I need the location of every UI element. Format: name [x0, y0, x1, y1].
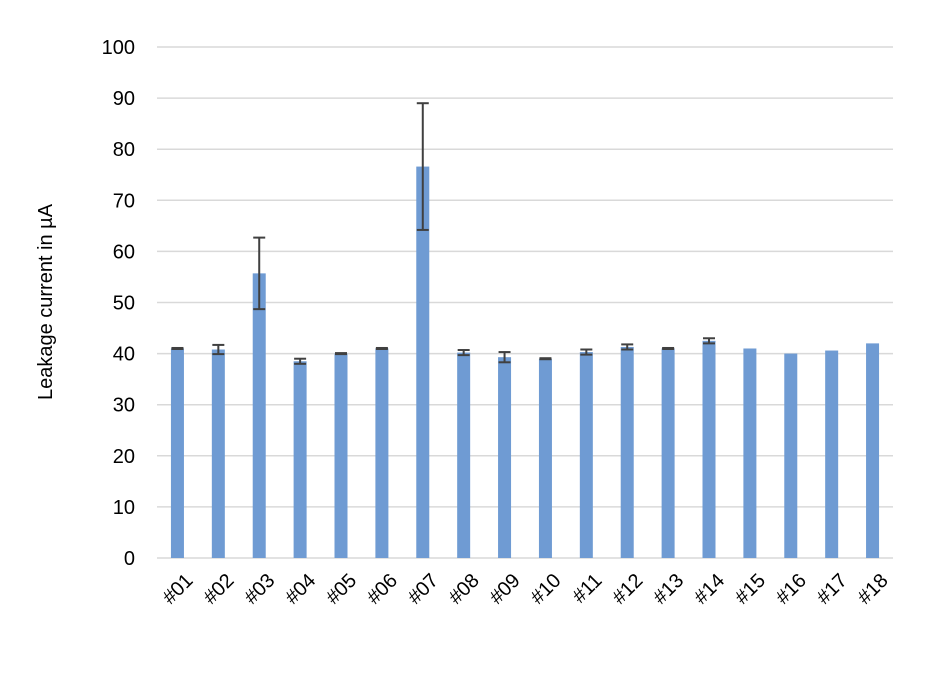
y-tick-label: 90 — [113, 88, 135, 110]
x-tick-label: #09 — [486, 570, 525, 609]
bar — [743, 348, 757, 558]
bar — [661, 348, 675, 558]
error-bar — [662, 346, 675, 351]
bar — [702, 340, 716, 558]
y-tick-label: 60 — [113, 241, 135, 263]
bar — [375, 348, 389, 558]
error-bar — [457, 349, 470, 357]
error-bar — [703, 337, 715, 345]
x-tick-label: #17 — [813, 570, 852, 609]
bar — [498, 357, 512, 558]
bar — [293, 361, 307, 558]
error-bar — [294, 357, 307, 365]
x-tick-label: #12 — [608, 570, 647, 609]
y-tick-label: 50 — [113, 293, 135, 315]
x-tick-label: #11 — [568, 570, 606, 608]
y-tick-label: 30 — [113, 395, 135, 417]
bar — [579, 352, 593, 558]
error-bar — [171, 346, 184, 351]
bar — [416, 166, 430, 558]
bar — [866, 343, 880, 558]
y-tick-label: 40 — [113, 344, 135, 366]
x-tick-label: #10 — [526, 570, 565, 609]
y-tick-label: 0 — [124, 548, 135, 570]
bar — [825, 350, 839, 558]
x-tick-label: #07 — [404, 570, 443, 609]
y-tick-label: 10 — [113, 497, 135, 519]
x-tick-label: #08 — [445, 570, 484, 609]
y-tick-label: 80 — [113, 139, 135, 161]
bar — [784, 353, 798, 558]
bar — [170, 348, 184, 558]
x-tick-label: #02 — [199, 570, 238, 609]
x-tick-label: #04 — [281, 570, 320, 609]
bar — [334, 353, 348, 558]
x-tick-label: #18 — [854, 570, 893, 609]
bar — [538, 358, 552, 558]
x-tick-label: #15 — [731, 570, 770, 609]
bar — [620, 346, 634, 558]
bar — [252, 273, 266, 558]
y-tick-label: 70 — [113, 190, 135, 212]
x-tick-label: #13 — [649, 570, 688, 609]
bar — [211, 349, 225, 558]
y-axis-label: Leakage current in µA — [35, 203, 57, 400]
x-tick-label: #05 — [322, 570, 361, 609]
x-tick-label: #01 — [158, 570, 197, 609]
bar — [457, 352, 471, 558]
error-bar — [498, 351, 511, 364]
x-tick-label: #03 — [240, 570, 279, 609]
y-tick-label: 20 — [113, 446, 135, 468]
y-tick-label: 100 — [102, 37, 135, 59]
error-bar — [539, 357, 552, 361]
error-bar — [335, 352, 347, 356]
error-bar — [375, 346, 388, 351]
error-bar — [253, 236, 266, 311]
error-bar — [212, 343, 225, 356]
error-bar — [580, 348, 593, 356]
x-tick-label: #16 — [772, 570, 811, 609]
x-tick-label: #06 — [363, 570, 402, 609]
error-bar — [416, 102, 429, 231]
error-bar — [621, 343, 634, 351]
x-tick-label: #14 — [690, 570, 729, 609]
